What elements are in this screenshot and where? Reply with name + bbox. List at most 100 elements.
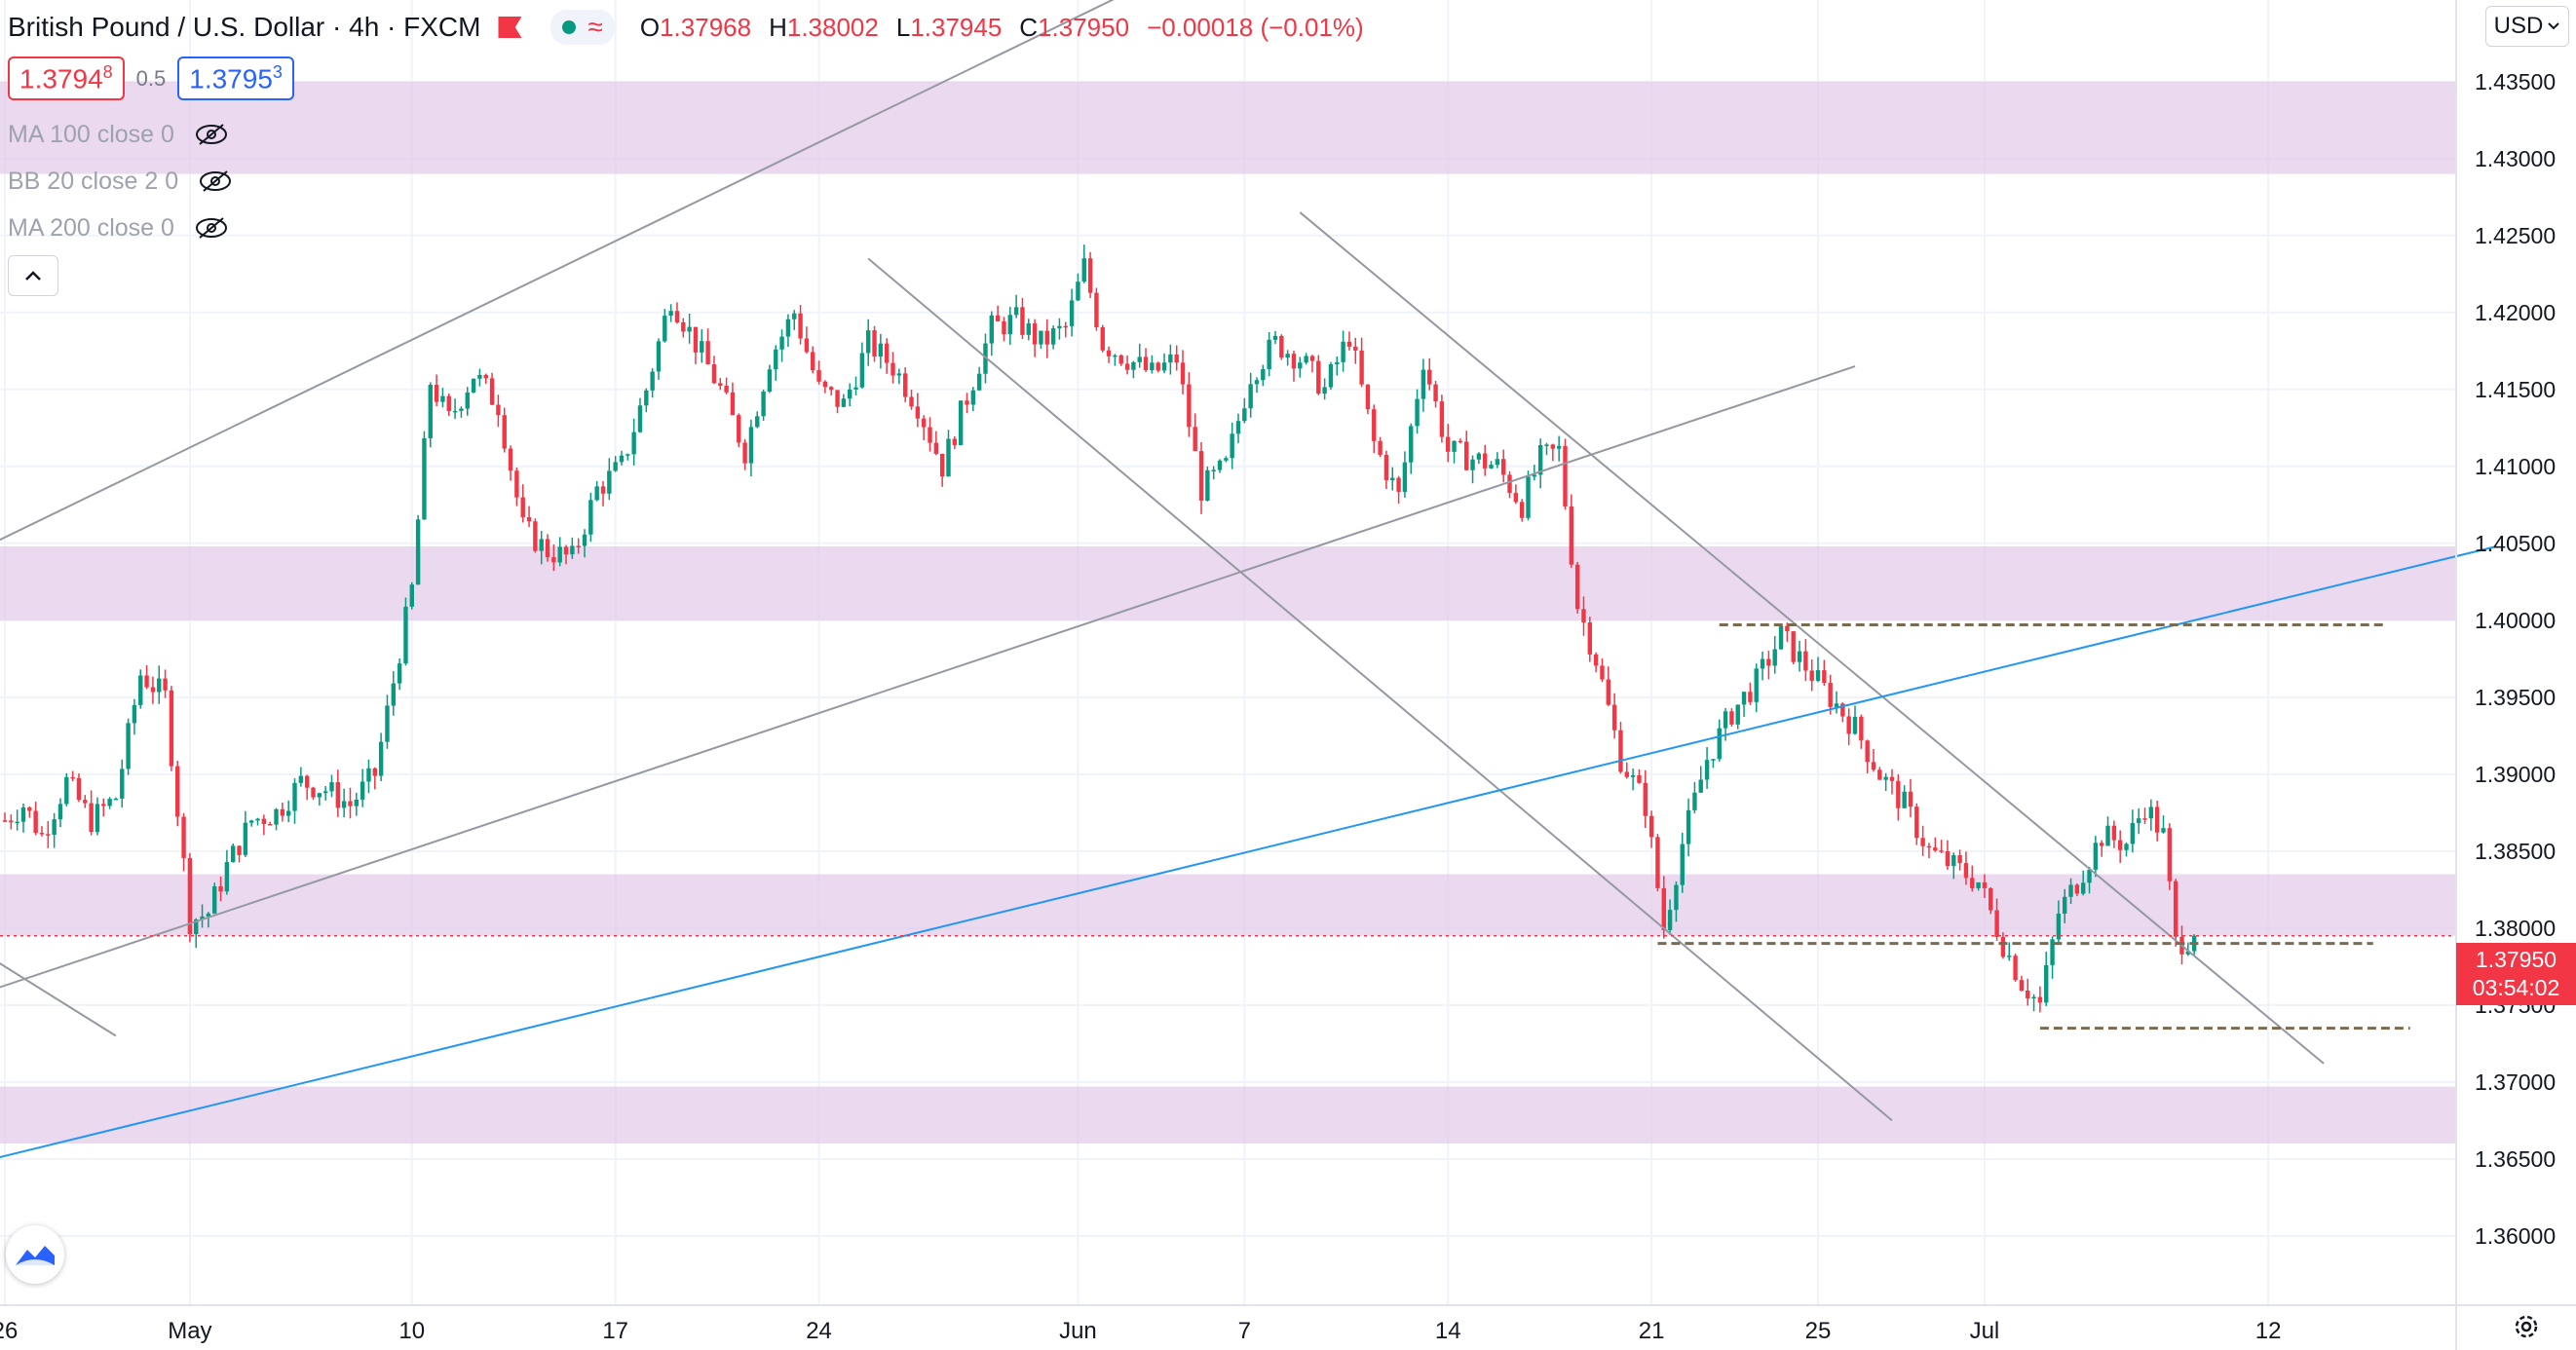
candle-body: [1335, 361, 1340, 364]
time-axis[interactable]: 26 May 10 17 24 Jun 7 14 21 25 Jul 12: [0, 1318, 2281, 1344]
blue-trendline[interactable]: [0, 544, 2497, 1159]
eye-off-icon[interactable]: [194, 123, 229, 146]
candle-body: [138, 675, 143, 705]
candle-body: [415, 519, 421, 585]
flag-icon[interactable]: [498, 17, 522, 38]
dashed-levels[interactable]: [1657, 623, 2410, 1031]
candle-body: [909, 396, 914, 407]
price-tick-label: 1.37000: [2475, 1069, 2556, 1095]
candle: [915, 393, 921, 428]
candle-body: [280, 808, 285, 816]
candle-body: [563, 546, 569, 555]
candle: [317, 792, 322, 806]
trendlines[interactable]: [0, 0, 2497, 1159]
trendline[interactable]: [0, 365, 1856, 990]
candle: [2167, 823, 2173, 890]
candle: [1957, 849, 1962, 871]
candle-body: [1100, 327, 1105, 351]
candle-body: [1026, 323, 1031, 335]
candle: [1180, 350, 1186, 394]
candle-body: [163, 678, 168, 691]
zone-rect[interactable]: [0, 81, 2456, 174]
candle: [2154, 800, 2160, 842]
candle-body: [1124, 363, 1130, 370]
candle-body: [1717, 728, 1722, 760]
candle-body: [483, 375, 488, 379]
candle-body: [681, 321, 686, 332]
candle: [1600, 658, 1605, 683]
candle: [95, 797, 100, 836]
price-axis[interactable]: 1.43500 1.43000 1.42500 1.42000 1.41500 1.410…: [2475, 69, 2556, 1249]
candle: [144, 664, 149, 690]
candle-body: [816, 370, 821, 382]
candle: [1106, 346, 1112, 363]
currency-button[interactable]: USD: [2485, 6, 2569, 47]
trendline[interactable]: [0, 0, 1547, 544]
zone-rect[interactable]: [0, 1086, 2456, 1144]
candle-body: [1587, 622, 1593, 655]
time-tick-label: 14: [1435, 1318, 1461, 1344]
candle: [1087, 251, 1093, 298]
indicator-ma100[interactable]: MA 100 close 0: [8, 115, 229, 154]
candle-body: [970, 390, 976, 405]
indicator-ma200[interactable]: MA 200 close 0: [8, 208, 229, 247]
price-tick-label: 1.36000: [2475, 1223, 2556, 1249]
candle: [1692, 781, 1697, 814]
candle-body: [1372, 409, 1377, 441]
candle-body: [1655, 837, 1660, 888]
tradingview-logo[interactable]: [6, 1225, 64, 1284]
candle: [285, 800, 291, 822]
candle-body: [1106, 350, 1112, 356]
candle: [724, 377, 729, 394]
candle-body: [533, 521, 538, 551]
candle: [1205, 467, 1210, 502]
price-tick-label: 1.43000: [2475, 146, 2556, 171]
candle: [939, 453, 945, 487]
zone-rect[interactable]: [0, 545, 2456, 620]
candle: [829, 386, 834, 396]
candle-body: [1939, 850, 1944, 852]
candle-body: [1766, 658, 1771, 666]
candle: [2037, 986, 2043, 1013]
zone-rect[interactable]: [0, 874, 2456, 936]
candle: [2074, 882, 2080, 897]
candle-body: [1754, 668, 1759, 702]
candle: [928, 417, 932, 452]
symbol-title[interactable]: British Pound / U.S. Dollar · 4h · FXCM: [8, 12, 481, 42]
collapse-indicators-button[interactable]: [8, 255, 58, 296]
candle-body: [1889, 776, 1895, 781]
candle: [1526, 470, 1531, 521]
eye-off-icon[interactable]: [198, 169, 233, 193]
market-status[interactable]: ≈: [550, 10, 615, 45]
buy-button[interactable]: 1.37953: [177, 56, 294, 101]
gear-icon[interactable]: [2509, 1309, 2544, 1344]
candle-body: [1698, 779, 1703, 793]
eye-off-icon[interactable]: [194, 216, 229, 240]
candle: [687, 314, 692, 344]
candle-body: [2000, 936, 2006, 957]
trendline[interactable]: [1299, 211, 2325, 1065]
candle-body: [755, 416, 760, 428]
trendline[interactable]: [0, 958, 117, 1037]
candle-body: [2031, 996, 2036, 999]
candle-body: [1648, 815, 1654, 838]
candle: [1439, 394, 1445, 443]
candle: [1285, 350, 1290, 366]
indicator-bb20[interactable]: BB 20 close 2 0: [8, 162, 233, 201]
sell-button[interactable]: 1.37948: [8, 56, 125, 101]
candle: [1982, 874, 1988, 898]
candle-body: [1976, 881, 1981, 888]
candle: [1415, 389, 1420, 434]
candle-body: [822, 381, 828, 388]
candle-body: [1446, 436, 1451, 452]
time-tick-label: 25: [1805, 1318, 1832, 1344]
trendline[interactable]: [867, 257, 1893, 1122]
candle: [1717, 719, 1722, 762]
candle-body: [2167, 828, 2173, 881]
candle: [1464, 431, 1469, 471]
candle: [785, 314, 791, 348]
candle: [1624, 762, 1629, 779]
candle-body: [360, 781, 365, 800]
candle: [1346, 331, 1352, 351]
